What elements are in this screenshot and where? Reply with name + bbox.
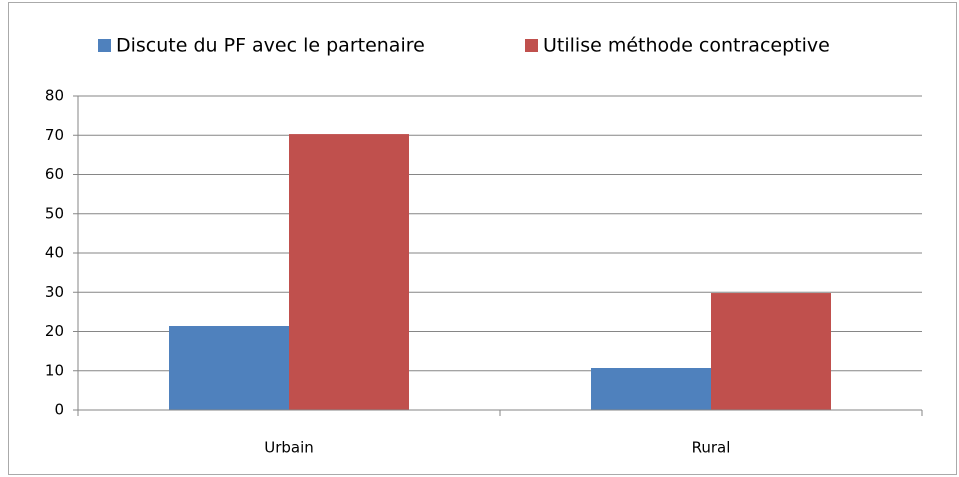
bar	[711, 293, 831, 410]
y-tick-label: 80	[45, 87, 64, 105]
y-tick-label: 60	[45, 165, 64, 183]
bar	[169, 326, 289, 410]
y-tick-label: 20	[45, 322, 64, 340]
legend-label: Utilise méthode contraceptive	[543, 35, 830, 57]
y-tick-label: 50	[45, 204, 64, 222]
y-tick-label: 70	[45, 126, 64, 144]
bar	[289, 134, 409, 410]
y-tick-label: 10	[45, 361, 64, 379]
bar	[591, 368, 711, 410]
legend-label: Discute du PF avec le partenaire	[116, 35, 425, 57]
y-tick-label: 0	[54, 401, 64, 419]
y-tick-label: 40	[45, 244, 64, 262]
legend-swatch	[525, 39, 538, 52]
x-tick-label: Urbain	[264, 439, 314, 457]
y-tick-label: 30	[45, 283, 64, 301]
legend-swatch	[98, 39, 111, 52]
x-tick-label: Rural	[692, 439, 731, 457]
